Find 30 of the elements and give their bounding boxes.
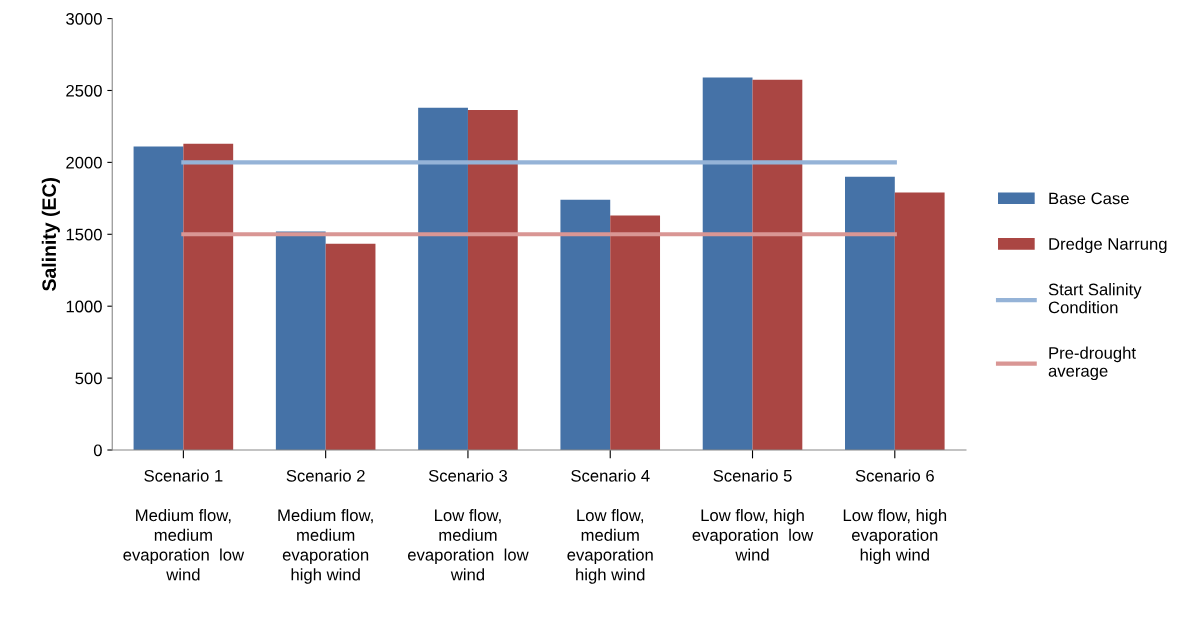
y-tick-label: 3000 [66, 12, 102, 25]
category-label: Scenario 3 Low flow, medium evaporation low wind [407, 469, 529, 581]
bar [467, 109, 518, 451]
bar [275, 231, 326, 451]
bar [560, 199, 611, 451]
category-label: Scenario 5 Low flow, high evaporation low wind [692, 469, 814, 561]
legend-label: Pre-drought average [1048, 346, 1136, 381]
y-tick-label: 1000 [66, 300, 102, 313]
bar [325, 243, 376, 451]
category-label: Scenario 2 Medium flow, medium evaporation high wind [278, 469, 373, 584]
y-tick-label: 0 [93, 444, 102, 457]
y-tick-label: 500 [75, 372, 102, 385]
bar [133, 146, 184, 451]
bar [418, 107, 468, 451]
bar [752, 79, 803, 451]
y-axis-title: Salinity (EC) [41, 178, 60, 291]
legend-label: Dredge Narrung [1049, 237, 1167, 254]
bar [845, 176, 895, 451]
y-tick-label: 2000 [66, 156, 102, 169]
legend-label: Start Salinity Condition [1048, 283, 1142, 314]
bar [183, 143, 234, 451]
y-tick-label: 1500 [66, 228, 102, 241]
legend-label: Base Case [1049, 192, 1129, 205]
bar [894, 192, 945, 451]
bar [610, 215, 661, 451]
bar [702, 77, 753, 451]
category-label: Scenario 1 Medium flow, medium evaporation low wind [123, 469, 245, 581]
category-label: Scenario 4 Low flow, medium evaporation high wind [567, 469, 653, 584]
y-tick-label: 2500 [66, 84, 102, 97]
category-label: Scenario 6 Low flow, high evaporation high wind [843, 469, 947, 565]
